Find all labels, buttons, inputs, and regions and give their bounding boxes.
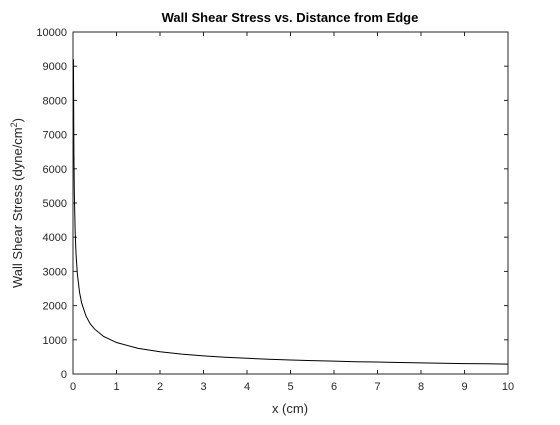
x-tick-label: 5	[287, 381, 293, 393]
x-tick-label: 6	[331, 381, 337, 393]
y-tick-label: 10000	[36, 27, 67, 39]
y-tick-label: 6000	[43, 164, 67, 176]
y-tick-label: 1000	[43, 335, 67, 347]
x-tick-label: 2	[157, 381, 163, 393]
x-axis-label: x (cm)	[272, 401, 308, 416]
y-tick-label: 9000	[43, 61, 67, 73]
y-tick-label: 0	[61, 369, 67, 381]
x-tick-label: 7	[374, 381, 380, 393]
y-tick-label: 2000	[43, 301, 67, 313]
x-tick-label: 4	[244, 381, 250, 393]
y-tick-label: 7000	[43, 130, 67, 142]
chart-title: Wall Shear Stress vs. Distance from Edge	[162, 10, 419, 25]
x-tick-label: 3	[200, 381, 206, 393]
x-tick-label: 1	[113, 381, 119, 393]
x-tick-label: 8	[418, 381, 424, 393]
series-line	[72, 59, 509, 365]
y-tick-label: 8000	[43, 95, 67, 107]
y-axis-label-superscript: 2	[9, 122, 19, 127]
y-tick-label: 4000	[43, 232, 67, 244]
x-tick-label: 0	[70, 381, 76, 393]
x-tick-label: 10	[502, 381, 514, 393]
y-axis-label-main: Wall Shear Stress (dyne/cm	[10, 127, 25, 288]
y-tick-label: 3000	[43, 266, 67, 278]
y-axis-label-suffix: )	[10, 118, 25, 122]
x-tick-label: 9	[461, 381, 467, 393]
y-tick-label: 5000	[43, 198, 67, 210]
y-axis-label: Wall Shear Stress (dyne/cm2)	[9, 118, 25, 288]
plot-area: 0 1 2 3 4 5 6 7 8 9 10 0 1000 2000 3000 4000 5000 6000 700…	[36, 27, 514, 393]
axes-box	[72, 31, 509, 375]
